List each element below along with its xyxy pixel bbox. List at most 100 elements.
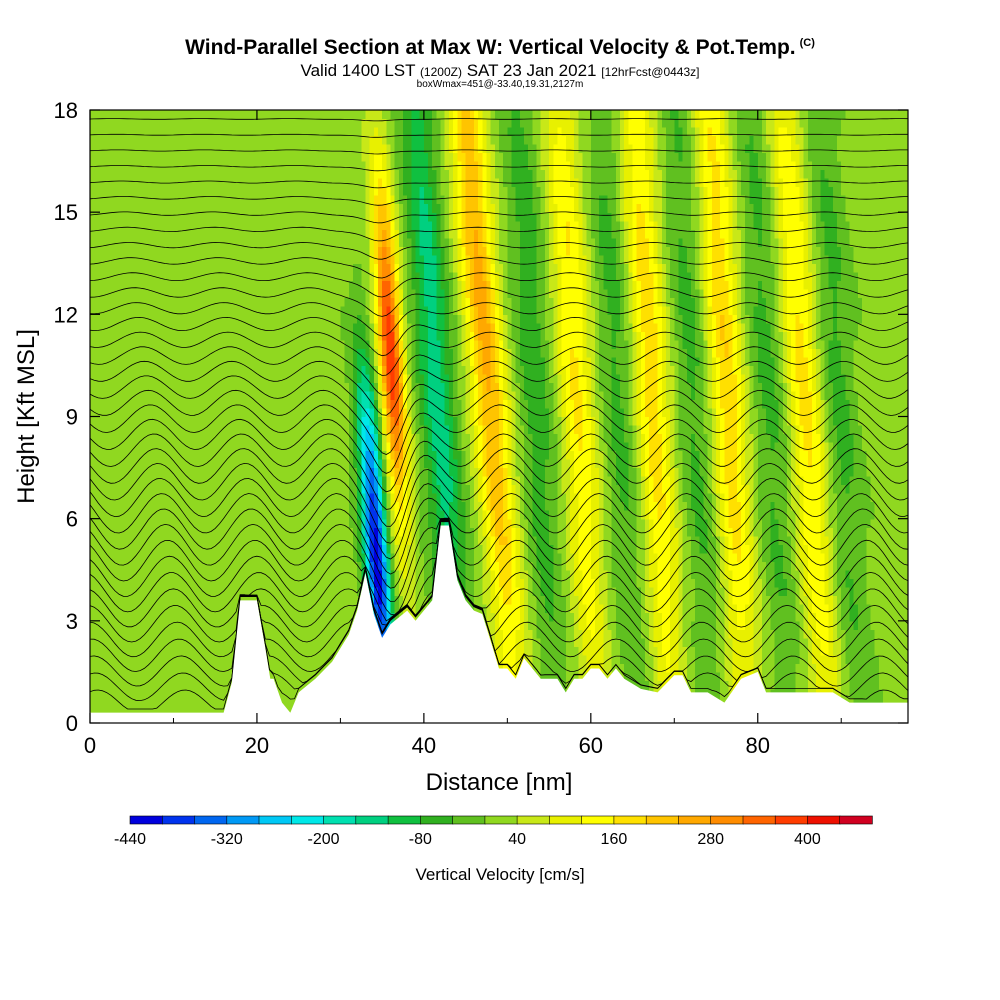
w-cell [373, 254, 379, 264]
w-cell [298, 118, 304, 128]
w-cell [252, 391, 258, 401]
w-cell [144, 637, 150, 647]
w-cell [144, 561, 150, 571]
w-cell [110, 586, 116, 596]
w-cell [135, 305, 141, 315]
w-cell [248, 220, 254, 230]
w-cell [307, 169, 312, 179]
w-cell [231, 263, 237, 273]
w-cell [148, 425, 154, 435]
w-cell [110, 246, 116, 256]
w-cell [319, 195, 325, 205]
w-cell [148, 297, 154, 307]
w-cell [123, 501, 129, 511]
w-cell [194, 118, 200, 128]
w-cell [94, 501, 99, 511]
w-cell [206, 399, 212, 409]
w-cell [244, 399, 250, 409]
w-cell [282, 110, 287, 120]
w-cell [152, 484, 158, 494]
w-cell [110, 484, 116, 494]
w-cell [327, 305, 333, 315]
w-cell [177, 518, 183, 528]
w-cell [311, 578, 316, 588]
w-cell [269, 305, 275, 315]
w-cell [177, 680, 183, 690]
w-cell [211, 654, 216, 664]
w-cell [277, 339, 283, 349]
w-cell [177, 356, 183, 366]
w-cell [231, 552, 237, 562]
w-cell [94, 706, 99, 716]
w-cell [302, 552, 308, 562]
w-cell [194, 569, 200, 579]
w-cell [344, 476, 350, 486]
w-cell [127, 408, 133, 418]
w-cell [202, 322, 208, 332]
w-cell [202, 586, 208, 596]
w-cell [190, 442, 195, 452]
w-cell [252, 271, 258, 281]
w-cell [94, 493, 99, 503]
w-cell [269, 237, 275, 247]
w-cell [315, 118, 321, 128]
w-cell [181, 612, 187, 622]
w-cell [323, 127, 329, 137]
w-cell [177, 331, 183, 341]
w-cell [202, 646, 208, 656]
w-cell [211, 484, 216, 494]
w-cell [340, 637, 346, 647]
w-cell [90, 552, 95, 562]
w-cell [102, 646, 108, 656]
w-cell [357, 127, 362, 137]
w-cell [181, 706, 187, 716]
w-cell [140, 348, 145, 358]
w-cell [190, 527, 195, 537]
w-cell [131, 314, 137, 324]
w-cell [273, 161, 279, 171]
w-cell [323, 373, 329, 383]
w-cell [119, 195, 124, 205]
w-cell [169, 578, 175, 588]
w-cell [290, 586, 296, 596]
w-cell [282, 595, 287, 605]
w-cell [131, 561, 137, 571]
w-cell [315, 535, 321, 545]
w-cell [181, 518, 187, 528]
w-cell [186, 391, 191, 401]
w-cell [332, 612, 337, 622]
w-cell [302, 671, 308, 681]
w-cell [165, 246, 170, 256]
w-cell [265, 271, 271, 281]
w-cell [269, 552, 275, 562]
w-cell [106, 467, 112, 477]
w-cell [357, 118, 362, 128]
w-cell [327, 237, 333, 247]
w-cell [282, 365, 287, 375]
w-cell [198, 501, 204, 511]
w-cell [211, 578, 216, 588]
w-cell [248, 501, 254, 511]
w-cell [261, 356, 266, 366]
w-cell [269, 518, 275, 528]
w-cell [198, 680, 204, 690]
w-cell [298, 527, 304, 537]
w-cell [106, 501, 112, 511]
w-cell [148, 518, 154, 528]
w-cell [148, 620, 154, 630]
w-cell [194, 620, 200, 630]
w-cell [106, 459, 112, 469]
w-cell [219, 127, 225, 137]
w-cell [298, 297, 304, 307]
w-cell [227, 373, 233, 383]
w-cell [256, 110, 262, 120]
w-cell [165, 237, 170, 247]
w-cell [98, 356, 104, 366]
w-cell [177, 229, 183, 239]
w-cell [181, 144, 187, 154]
w-cell [190, 552, 195, 562]
w-cell [156, 569, 162, 579]
w-cell [127, 348, 133, 358]
w-cell [252, 586, 258, 596]
w-cell [344, 135, 350, 145]
